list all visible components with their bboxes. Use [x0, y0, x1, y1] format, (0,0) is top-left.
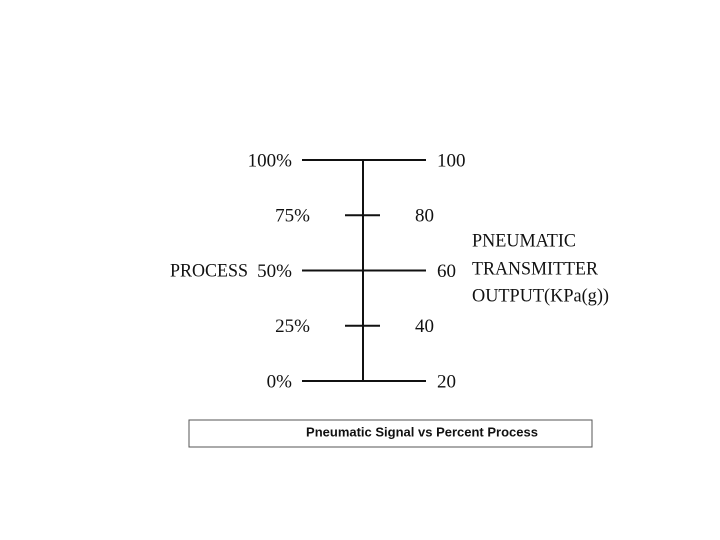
percent-label: 75% — [275, 206, 310, 227]
percent-label: 25% — [275, 316, 310, 337]
caption: Pneumatic Signal vs Percent Process — [306, 424, 538, 439]
process-label: PROCESS — [170, 260, 248, 281]
output-value: 40 — [415, 316, 434, 337]
percent-label: 0% — [267, 371, 293, 392]
output-value: 100 — [437, 150, 466, 171]
percent-label: 50% — [257, 261, 292, 282]
caption-box — [188, 419, 593, 448]
output-value: 20 — [437, 371, 456, 392]
output-value: 60 — [437, 261, 456, 282]
output-label: PNEUMATIC — [472, 230, 576, 251]
output-label: OUTPUT(KPa(g)) — [472, 285, 609, 306]
output-value: 80 — [415, 206, 434, 227]
percent-label: 100% — [248, 150, 293, 171]
output-label: TRANSMITTER — [472, 258, 598, 279]
